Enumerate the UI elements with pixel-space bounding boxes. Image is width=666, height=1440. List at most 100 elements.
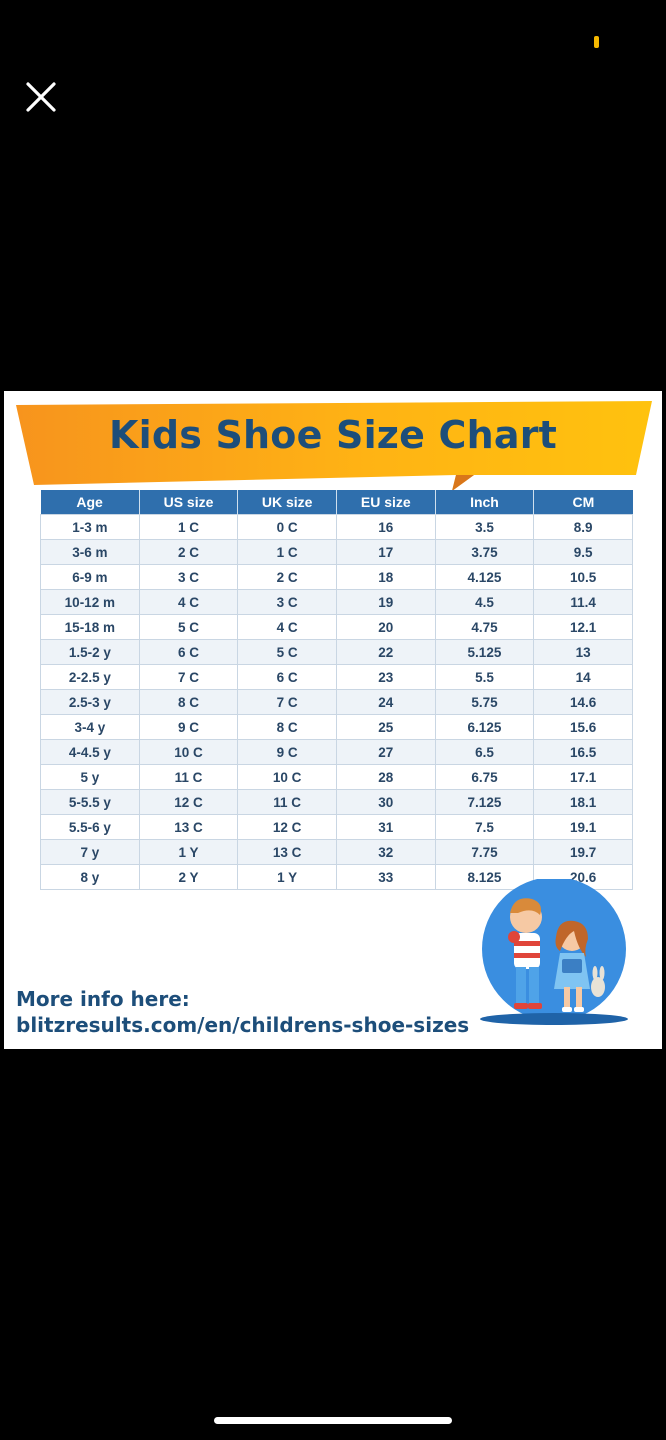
table-row: 5-5.5 y 12 C 11 C 30 7.125 18.1 (40, 789, 633, 815)
table-cell: 5 y (40, 764, 140, 790)
table-cell: 1 C (138, 514, 239, 540)
table-cell: 1 Y (237, 864, 337, 890)
table-cell: 11 C (237, 789, 337, 815)
table-cell: 5-5.5 y (40, 789, 140, 815)
table-cell: 13 C (138, 814, 239, 840)
table-cell: 5 C (138, 614, 239, 640)
table-cell: 20 (335, 614, 436, 640)
kids-illustration (480, 879, 628, 1025)
table-cell: 16 (335, 514, 436, 540)
table-cell: 4 C (138, 589, 239, 615)
table-cell: 8 y (40, 864, 140, 890)
status-indicator (594, 36, 599, 48)
table-cell: 4.125 (434, 564, 535, 590)
table-cell: 10 C (237, 764, 337, 790)
table-cell: 4-4.5 y (40, 739, 140, 765)
table-cell: 9 C (138, 714, 239, 740)
table-cell: 3-4 y (40, 714, 140, 740)
table-cell: 28 (335, 764, 436, 790)
table-cell: 3-6 m (40, 539, 140, 565)
column-header: Inch (435, 490, 535, 515)
table-cell: 14.6 (533, 689, 633, 715)
table-cell: 2 C (237, 564, 337, 590)
table-cell: 33 (335, 864, 436, 890)
table-cell: 5.5-6 y (40, 814, 140, 840)
close-button[interactable] (22, 78, 60, 116)
table-cell: 12.1 (533, 614, 633, 640)
column-header: Age (40, 490, 140, 515)
column-header: US size (139, 490, 239, 515)
table-cell: 24 (335, 689, 436, 715)
home-indicator[interactable] (214, 1417, 452, 1424)
table-cell: 1.5-2 y (40, 639, 140, 665)
footer-url: blitzresults.com/en/childrens-shoe-sizes (16, 1013, 470, 1037)
column-header: UK size (237, 490, 337, 515)
table-cell: 2-2.5 y (40, 664, 140, 690)
table-cell: 1 C (237, 539, 337, 565)
table-cell: 1 Y (138, 839, 239, 865)
table-cell: 17 (335, 539, 436, 565)
table-cell: 13 (533, 639, 633, 665)
table-cell: 6.75 (434, 764, 535, 790)
table-cell: 7.125 (434, 789, 535, 815)
table-cell: 7 C (138, 664, 239, 690)
table-cell: 12 C (237, 814, 337, 840)
table-cell: 6.5 (434, 739, 535, 765)
table-cell: 13 C (237, 839, 337, 865)
table-cell: 6-9 m (40, 564, 140, 590)
table-cell: 5 C (237, 639, 337, 665)
table-cell: 14 (533, 664, 633, 690)
table-cell: 4.5 (434, 589, 535, 615)
table-cell: 25 (335, 714, 436, 740)
table-cell: 5.125 (434, 639, 535, 665)
table-cell: 4 C (237, 614, 337, 640)
table-cell: 30 (335, 789, 436, 815)
table-cell: 18 (335, 564, 436, 590)
table-cell: 2.5-3 y (40, 689, 140, 715)
table-cell: 10.5 (533, 564, 633, 590)
table-row: 5 y 11 C 10 C 28 6.75 17.1 (40, 764, 633, 790)
table-row: 5.5-6 y 13 C 12 C 31 7.5 19.1 (40, 814, 633, 840)
table-cell: 8 C (138, 689, 239, 715)
column-header: EU size (336, 490, 436, 515)
close-icon (26, 82, 56, 112)
table-cell: 6.125 (434, 714, 535, 740)
table-cell: 10-12 m (40, 589, 140, 615)
table-cell: 1-3 m (40, 514, 140, 540)
table-cell: 3 C (138, 564, 239, 590)
table-cell: 15.6 (533, 714, 633, 740)
chart-title: Kids Shoe Size Chart (108, 413, 558, 457)
table-cell: 8.125 (434, 864, 535, 890)
table-cell: 19.1 (533, 814, 633, 840)
table-cell: 9.5 (533, 539, 633, 565)
column-header: CM (533, 490, 633, 515)
title-banner: Kids Shoe Size Chart (4, 391, 662, 501)
source-footer: More info here: blitzresults.com/en/chil… (16, 986, 469, 1038)
table-cell: 23 (335, 664, 436, 690)
table-cell: 27 (335, 739, 436, 765)
table-cell: 3 C (237, 589, 337, 615)
table-cell: 2 C (138, 539, 239, 565)
table-cell: 10 C (138, 739, 239, 765)
table-cell: 6 C (237, 664, 337, 690)
table-cell: 3.5 (434, 514, 535, 540)
table-cell: 7 y (40, 839, 140, 865)
table-cell: 18.1 (533, 789, 633, 815)
table-cell: 22 (335, 639, 436, 665)
table-header-row: Age US size UK size EU size Inch CM (40, 490, 633, 515)
table-cell: 3.75 (434, 539, 535, 565)
table-cell: 11 C (138, 764, 239, 790)
table-cell: 2 Y (138, 864, 239, 890)
footer-label: More info here: (16, 987, 190, 1011)
table-cell: 8.9 (533, 514, 633, 540)
